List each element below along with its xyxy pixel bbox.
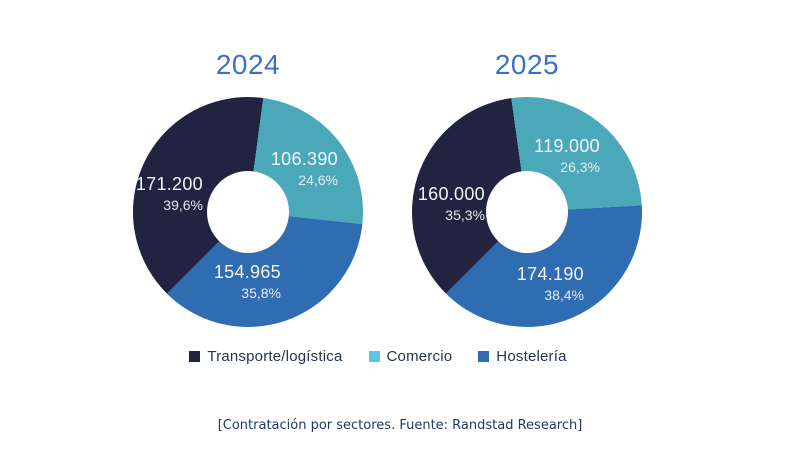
slice-percent: 35,3% bbox=[445, 207, 485, 223]
legend: Transporte/logística Comercio Hostelería bbox=[0, 348, 756, 365]
slice-percent: 38,4% bbox=[544, 287, 584, 303]
slice-label-comercio-2024: 106.390 24,6% bbox=[271, 149, 338, 188]
chart-title-2025: 2025 bbox=[494, 49, 560, 80]
legend-item-transporte: Transporte/logística bbox=[189, 348, 342, 365]
legend-item-hosteleria: Hostelería bbox=[478, 348, 566, 365]
donut-hole bbox=[207, 171, 289, 253]
transporte-swatch-icon bbox=[189, 351, 201, 362]
slice-label-transporte-2024: 171.200 39,6% bbox=[136, 174, 203, 213]
chart-title-2024: 2024 bbox=[215, 49, 281, 80]
legend-label: Transporte/logística bbox=[207, 348, 343, 365]
slice-label-hosteleria-2024: 154.965 35,8% bbox=[214, 262, 281, 301]
legend-item-comercio: Comercio bbox=[368, 348, 453, 365]
legend-label: Hostelería bbox=[496, 348, 567, 365]
slice-value: 106.390 bbox=[270, 149, 338, 169]
chart-2025: 2025 160.000 35,3% 119.000 26,3% 174.190… bbox=[412, 50, 642, 327]
chart-2024: 2024 171.200 39,6% 106.390 24,6% 154.965… bbox=[133, 50, 363, 327]
slice-value: 160.000 bbox=[417, 184, 485, 204]
slice-percent: 39,6% bbox=[163, 197, 203, 213]
slice-label-transporte-2025: 160.000 35,3% bbox=[418, 184, 485, 223]
source-caption: [Contratación por sectores. Fuente: Rand… bbox=[217, 418, 583, 433]
slice-value: 171.200 bbox=[135, 174, 203, 194]
donut-hole bbox=[486, 171, 568, 253]
slice-value: 174.190 bbox=[516, 264, 584, 284]
slice-label-comercio-2025: 119.000 26,3% bbox=[534, 136, 600, 175]
hosteleria-swatch-icon bbox=[478, 351, 490, 362]
donut-2024: 171.200 39,6% 106.390 24,6% 154.965 35,8… bbox=[133, 97, 363, 327]
slice-percent: 35,8% bbox=[241, 285, 281, 301]
comercio-swatch-icon bbox=[368, 351, 380, 362]
slice-percent: 24,6% bbox=[298, 172, 338, 188]
slice-value: 154.965 bbox=[213, 262, 281, 282]
donut-2025: 160.000 35,3% 119.000 26,3% 174.190 38,4… bbox=[412, 97, 642, 327]
legend-label: Comercio bbox=[386, 348, 453, 365]
slice-value: 119.000 bbox=[534, 136, 600, 156]
slice-percent: 26,3% bbox=[560, 159, 600, 175]
slice-label-hosteleria-2025: 174.190 38,4% bbox=[517, 264, 584, 303]
